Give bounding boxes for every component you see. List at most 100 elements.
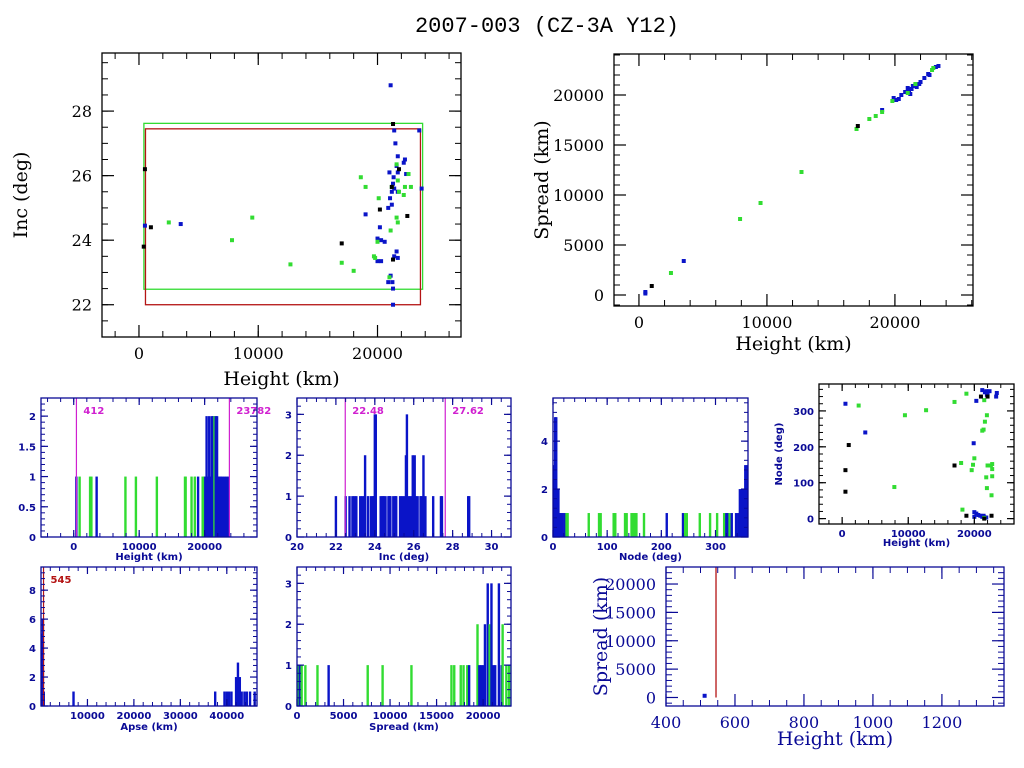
x-axis-label: Spread (km) [369,722,439,733]
scatter-point-blue [903,90,908,94]
histogram-bar [202,476,206,537]
histogram-bar [488,624,491,706]
y-tick-label: 20000 [605,575,656,594]
histogram-bar [389,496,392,537]
scatter-point-green [972,456,977,461]
y-tick-label: 300 [793,407,814,418]
plot-area [141,83,424,307]
histogram-bar [213,416,216,537]
x-tick-label: 0 [550,542,557,553]
scatter-point-green [985,463,990,468]
histogram-bar [492,665,495,706]
scatter-point-blue [908,92,913,96]
x-tick-label: 200 [651,542,672,553]
x-tick-label: 0 [134,344,144,363]
y-tick-label: 5000 [563,236,604,255]
histogram-bar [225,691,229,706]
x-tick-label: 0 [70,542,77,553]
y-tick-label: 28 [72,102,92,121]
scatter-point-green [982,419,987,424]
y-tick-label: 2 [29,412,36,423]
marker-label: 545 [51,575,72,586]
marker-label: 22.48 [352,406,384,417]
scatter-point-blue [918,80,923,84]
scatter-point-blue [981,513,986,518]
x-tick-label: 10000 [741,313,792,332]
histogram-bar [630,513,633,537]
x-tick-label: 100 [597,542,618,553]
plot-frame [818,383,1015,525]
histogram-bar [493,665,497,706]
y-tick-label: 1.5 [18,442,36,453]
spread-vs-height-zoom-panel: 400 600 800 1000 1200 0 5000 10000 15000 20000 Hei… [590,566,1005,750]
histogram-bar [201,476,204,537]
histogram-bar [366,496,370,537]
histogram-bar [353,496,356,537]
y-tick-label: 22 [72,296,92,315]
plot-frame [40,397,258,538]
scatter-point-black [843,489,848,494]
histogram-bar [459,665,462,706]
histogram-bar [481,665,485,706]
histogram-bar [72,691,75,706]
histogram-bar [490,583,493,706]
scatter-point-black [141,244,146,249]
x-axis-label: Apse (km) [120,722,177,733]
histogram-bar [635,513,638,537]
scatter-point-green [880,110,885,114]
histogram-bar [363,455,367,537]
y-tick-label: 1 [285,661,292,672]
scatter-point-green [854,127,859,131]
scatter-point-blue [375,259,380,264]
scatter-point-blue [395,255,400,260]
histogram-bar [384,496,387,537]
x-tick-label: 1200 [922,713,963,732]
y-tick-label: 0 [541,533,548,544]
x-tick-label: 800 [789,713,820,732]
x-axis-label: Height (km) [777,728,893,750]
node-histogram-panel: 0 100 200 300 0 2 4 Node (deg) [541,397,749,563]
scatter-point-black [989,513,994,518]
histogram-bar [625,513,628,537]
scatter-point-green [856,403,861,408]
x-tick-label: 30000 [163,711,198,722]
scatter-point-green [358,175,363,180]
scatter-point-green [982,398,987,403]
y-tick-label: 0 [807,515,814,526]
x-axis-label: Inc (deg) [379,552,430,563]
scatter-point-green [408,184,413,189]
histogram-bar [78,476,81,537]
histogram-bar [558,513,561,537]
scatter-point-green [375,239,380,244]
x-tick-label: 10000 [891,529,926,540]
scatter-point-blue [417,128,422,133]
x-axis-label: Height (km) [223,368,339,390]
scatter-point-blue [994,394,999,399]
histogram-bar [623,513,627,537]
scatter-point-green [387,275,392,280]
scatter-point-black [148,225,153,230]
histogram-bar [476,624,479,706]
scatter-point-green [394,215,399,220]
histogram-bar [217,476,220,537]
scatter-point-green [905,91,910,95]
histogram-bar [351,496,354,537]
scatter-point-blue [178,222,183,227]
y-tick-label: 24 [72,231,92,250]
histogram-bar [745,465,748,537]
histogram-bar [379,496,382,537]
x-tick-label: 400 [651,713,682,732]
y-tick-label: 0 [29,533,36,544]
y-tick-label: 5000 [615,660,656,679]
apse-histogram-panel: 545 10000 20000 30000 40000 0 2 4 6 8 Apse (km) [29,566,258,733]
spread-histogram-panel: 0 5000 10000 15000 20000 0 1 2 3 Spread (km) [285,566,512,733]
histogram-bar [230,691,233,706]
y-tick-label: 10000 [605,632,656,651]
scatter-point-blue [391,181,396,186]
x-tick-label: 40000 [209,711,244,722]
scatter-point-blue [142,223,147,228]
y-tick-label: 8 [29,586,36,597]
histogram-bar [205,416,208,537]
scatter-point-blue [382,239,387,244]
scatter-point-green [931,66,936,70]
